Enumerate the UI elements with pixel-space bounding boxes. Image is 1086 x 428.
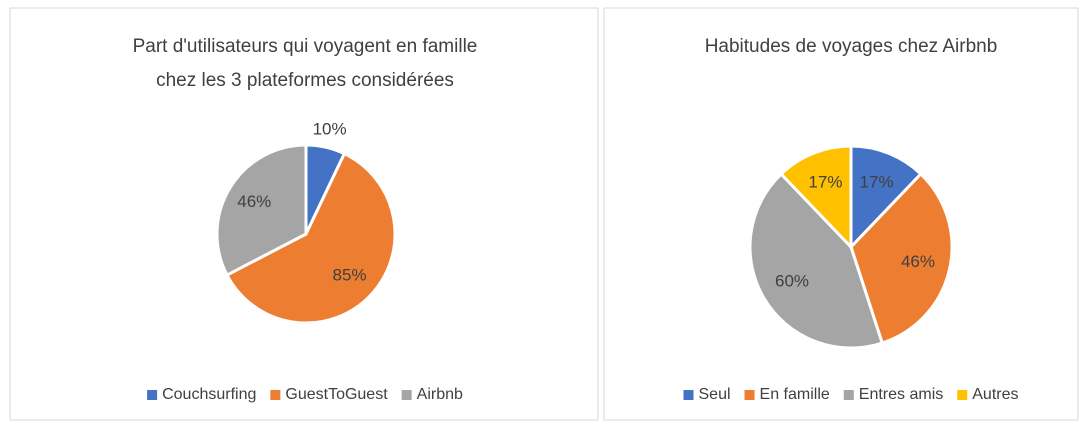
legend: Seul En famille Entres amis Autres (683, 386, 1019, 403)
legend-swatch (147, 390, 158, 400)
legend-label: Autres (972, 386, 1018, 403)
pie-slice (779, 144, 853, 251)
legend-label: Entres amis (859, 386, 943, 403)
data-label: 60% (775, 272, 809, 291)
legend-label: GuestToGuest (285, 386, 388, 403)
chart-title: chez les 3 plateformes considérées (156, 70, 454, 91)
legend-swatch (401, 390, 412, 400)
data-label: 17% (808, 173, 842, 192)
pie-slice (224, 151, 397, 325)
data-label: 17% (860, 173, 894, 192)
pie-slice (215, 143, 308, 278)
pie-slice (748, 171, 885, 350)
chart-title: Part d'utilisateurs qui voyagent en fami… (133, 36, 478, 57)
legend-label: Seul (699, 386, 731, 403)
legend-label: Airbnb (417, 386, 463, 403)
legend-swatch (683, 390, 694, 400)
legend-swatch (957, 390, 968, 400)
data-label: 10% (313, 119, 347, 138)
chart-title: Habitudes de voyages chez Airbnb (705, 36, 998, 57)
legend-swatch (744, 390, 755, 400)
data-label: 85% (332, 266, 366, 285)
legend: Couchsurfing GuestToGuest Airbnb (147, 386, 463, 403)
legend-swatch (270, 390, 281, 400)
pie-slice (849, 144, 923, 251)
legend-label: Couchsurfing (162, 386, 256, 403)
pie-slice (849, 171, 954, 345)
data-label: 46% (237, 192, 271, 211)
legend-swatch (843, 390, 854, 400)
legend-label: En famille (760, 386, 830, 403)
data-label: 46% (901, 252, 935, 271)
